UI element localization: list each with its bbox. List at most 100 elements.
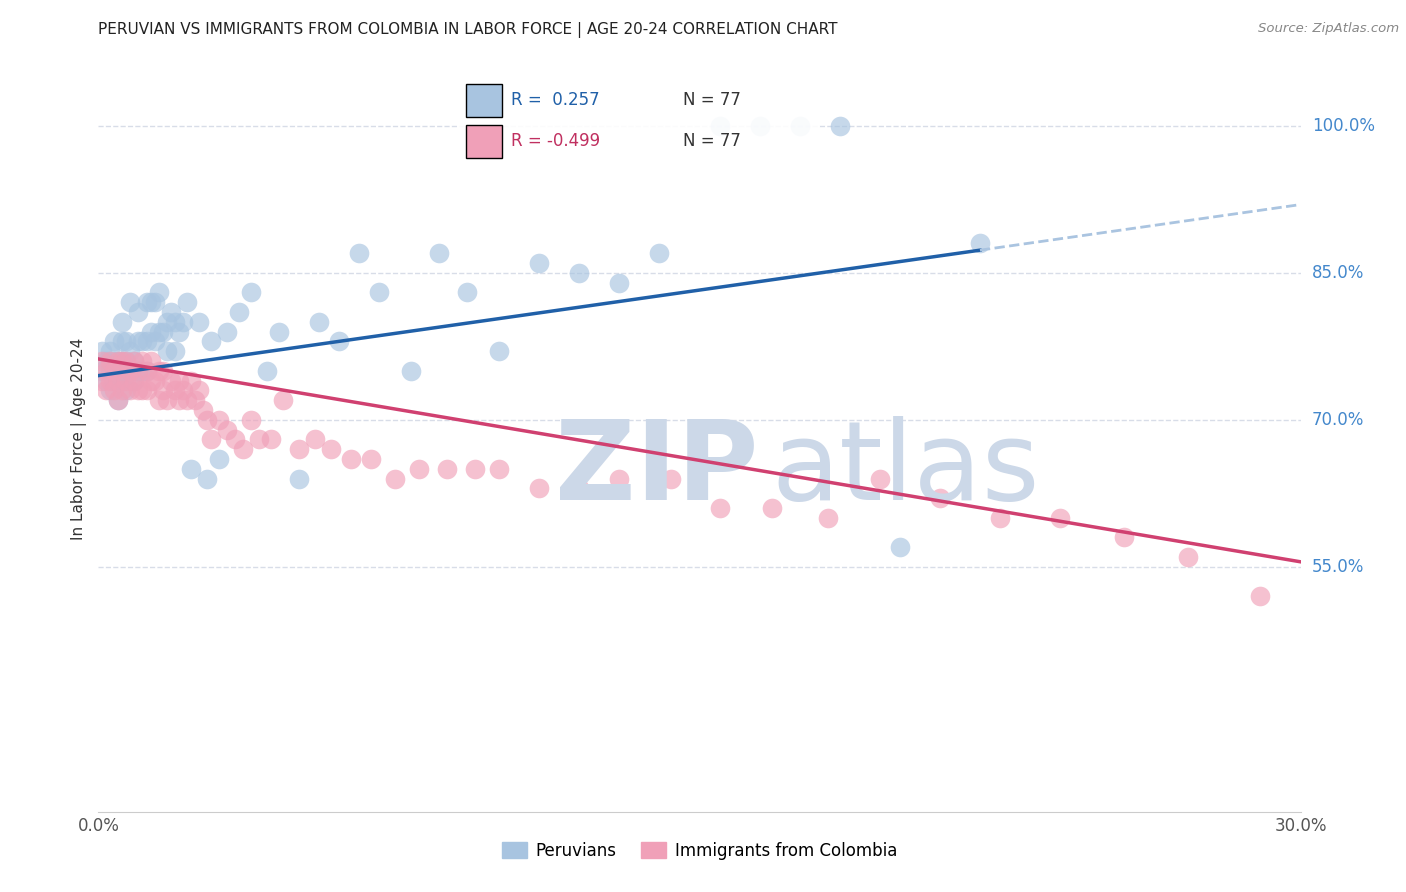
Point: [152, 364, 174, 378]
Point: [488, 461, 510, 475]
Point: [661, 471, 683, 485]
Point: [224, 433, 246, 447]
Point: [124, 354, 146, 368]
Point: [107, 354, 129, 368]
Point: [128, 364, 150, 378]
Point: [135, 295, 157, 310]
Point: [817, 510, 839, 524]
Point: [929, 491, 952, 505]
Point: [120, 344, 142, 359]
Point: [427, 246, 450, 260]
Point: [709, 500, 731, 515]
Point: [120, 364, 142, 378]
Point: [128, 305, 150, 319]
Point: [340, 451, 363, 466]
Point: [91, 354, 114, 368]
Point: [172, 315, 194, 329]
Point: [124, 354, 146, 368]
Point: [256, 364, 278, 378]
Point: [143, 295, 166, 310]
Point: [384, 471, 406, 485]
Point: [183, 393, 205, 408]
Point: [111, 315, 134, 329]
Point: [408, 461, 430, 475]
Point: [103, 354, 125, 368]
Point: [609, 276, 631, 290]
Point: [239, 285, 262, 300]
Point: [789, 119, 811, 133]
Point: [96, 384, 118, 398]
Text: 85.0%: 85.0%: [1312, 264, 1364, 282]
Point: [172, 384, 194, 398]
Point: [96, 354, 118, 368]
Point: [163, 315, 186, 329]
Point: [107, 393, 129, 408]
Point: [103, 364, 125, 378]
Point: [124, 374, 146, 388]
Point: [191, 403, 214, 417]
Point: [215, 325, 238, 339]
Point: [128, 334, 150, 349]
Point: [115, 354, 138, 368]
Point: [115, 334, 138, 349]
Point: [103, 334, 125, 349]
Point: [988, 510, 1011, 524]
Point: [148, 325, 170, 339]
Point: [139, 374, 162, 388]
Point: [889, 540, 911, 554]
Point: [176, 393, 198, 408]
Point: [111, 384, 134, 398]
Point: [761, 500, 783, 515]
Point: [328, 334, 350, 349]
Text: 70.0%: 70.0%: [1312, 410, 1364, 429]
Point: [135, 334, 157, 349]
Point: [1114, 530, 1136, 544]
Point: [139, 354, 162, 368]
Text: 100.0%: 100.0%: [1312, 117, 1375, 135]
Point: [1177, 549, 1199, 564]
Point: [1250, 589, 1272, 603]
Point: [869, 471, 891, 485]
Point: [260, 433, 283, 447]
Point: [399, 364, 422, 378]
Point: [167, 374, 190, 388]
Text: 55.0%: 55.0%: [1312, 558, 1364, 575]
Point: [187, 315, 209, 329]
Point: [100, 384, 122, 398]
Point: [107, 374, 129, 388]
Point: [239, 413, 262, 427]
Point: [131, 354, 153, 368]
Point: [200, 433, 222, 447]
Point: [155, 393, 177, 408]
Point: [195, 413, 218, 427]
Y-axis label: In Labor Force | Age 20-24: In Labor Force | Age 20-24: [72, 338, 87, 541]
Point: [215, 423, 238, 437]
Point: [96, 374, 118, 388]
Point: [529, 256, 551, 270]
Point: [464, 461, 486, 475]
Point: [96, 364, 118, 378]
Point: [159, 374, 181, 388]
Point: [308, 315, 330, 329]
Point: [107, 393, 129, 408]
Point: [148, 393, 170, 408]
Point: [748, 119, 770, 133]
Point: [139, 295, 162, 310]
Point: [228, 305, 250, 319]
Point: [232, 442, 254, 456]
Point: [103, 374, 125, 388]
Point: [347, 246, 370, 260]
Point: [120, 384, 142, 398]
Point: [128, 364, 150, 378]
Point: [135, 384, 157, 398]
Point: [609, 471, 631, 485]
Point: [100, 364, 122, 378]
Point: [648, 246, 671, 260]
Text: PERUVIAN VS IMMIGRANTS FROM COLOMBIA IN LABOR FORCE | AGE 20-24 CORRELATION CHAR: PERUVIAN VS IMMIGRANTS FROM COLOMBIA IN …: [98, 22, 838, 38]
Point: [436, 461, 458, 475]
Point: [91, 374, 114, 388]
Point: [529, 481, 551, 495]
Point: [107, 374, 129, 388]
Point: [208, 413, 231, 427]
Point: [143, 374, 166, 388]
